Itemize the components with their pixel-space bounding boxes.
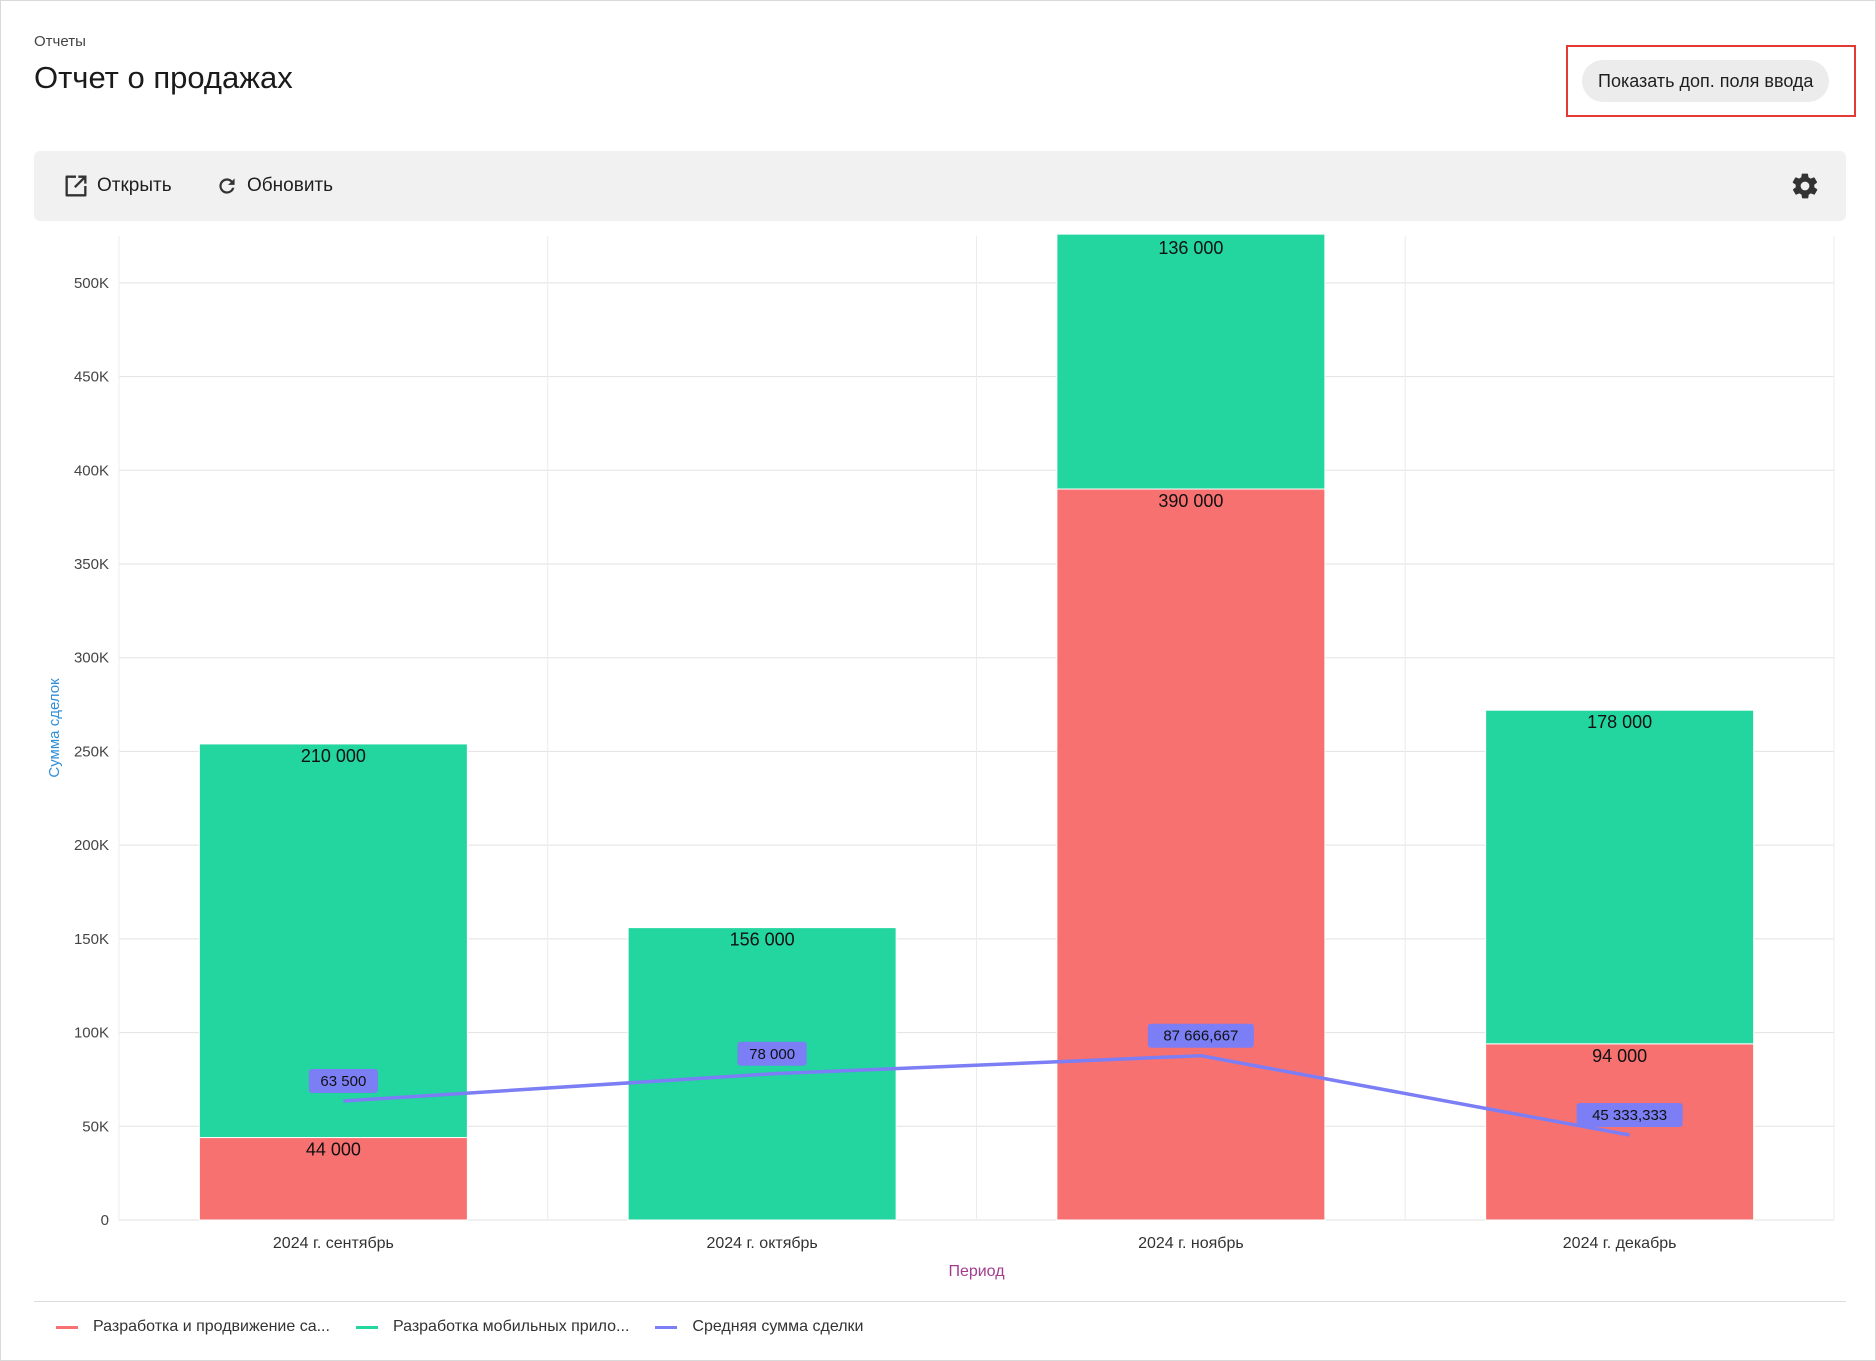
y-tick-label: 250K	[74, 743, 109, 760]
bar-value-label: 156 000	[730, 930, 795, 950]
open-button[interactable]: Открыть	[62, 151, 172, 221]
bar-value-label: 44 000	[306, 1140, 361, 1160]
legend-divider	[34, 1301, 1846, 1302]
sales-chart: 0 50K 100K 150K 200K 250K 300K 350K 400K 450K 500K…	[46, 233, 1835, 1280]
line-label-box	[737, 1041, 807, 1066]
line-value-label: 63 500	[320, 1073, 366, 1090]
bar-value-label: 210 000	[301, 746, 366, 766]
highlight-annotation	[1566, 45, 1856, 117]
y-tick-label: 200K	[74, 837, 109, 854]
bar-value-label: 390 000	[1158, 491, 1223, 511]
bar-value-label: 136 000	[1158, 238, 1223, 258]
legend-item-mobile[interactable]: Разработка мобильных прило...	[355, 1318, 630, 1336]
x-tick-label: 2024 г. ноябрь	[1138, 1235, 1244, 1252]
legend-label-mobile: Разработка мобильных прило...	[392, 1318, 630, 1335]
y-tick-label: 350K	[74, 556, 109, 573]
show-extra-fields-button[interactable]: Показать доп. поля ввода	[1582, 60, 1830, 102]
line-label-box	[308, 1068, 378, 1093]
x-axis-title: Период	[948, 1263, 1005, 1280]
gear-icon	[1792, 173, 1818, 199]
refresh-button[interactable]: Обновить	[214, 151, 333, 221]
bar-segment	[1056, 233, 1326, 490]
y-tick-label: 150K	[74, 931, 109, 948]
bar-segment	[198, 1137, 468, 1221]
legend-item-web[interactable]: Разработка и продвижение са...	[56, 1318, 330, 1336]
breadcrumb[interactable]: Отчеты	[34, 33, 86, 50]
refresh-label: Обновить	[247, 175, 334, 196]
settings-button[interactable]	[1790, 171, 1820, 201]
x-tick-label: 2024 г. октябрь	[706, 1235, 817, 1252]
bar-segment	[1056, 488, 1326, 1221]
y-tick-label: 450K	[74, 369, 109, 386]
open-label: Открыть	[97, 175, 172, 196]
legend-swatch-average	[655, 1325, 678, 1329]
line-value-label: 87 666,667	[1163, 1028, 1238, 1045]
bar-value-label: 178 000	[1587, 712, 1652, 732]
x-tick-label: 2024 г. декабрь	[1563, 1235, 1677, 1252]
chart-legend: Разработка и продвижение са... Разработк…	[56, 1318, 889, 1336]
y-axis-title: Сумма сделок	[46, 678, 63, 778]
legend-swatch-web	[56, 1325, 78, 1329]
line-label-box	[1147, 1023, 1254, 1048]
y-tick-label: 0	[101, 1212, 109, 1229]
report-toolbar: Открыть Обновить	[34, 151, 1846, 221]
y-tick-label: 50K	[82, 1118, 109, 1135]
bar-segment	[1485, 709, 1755, 1045]
line-value-label: 78 000	[749, 1046, 795, 1063]
line-label-box	[1576, 1103, 1683, 1128]
y-tick-label: 500K	[74, 275, 109, 292]
y-tick-label: 100K	[74, 1025, 109, 1042]
x-tick-label: 2024 г. сентябрь	[273, 1235, 394, 1252]
refresh-icon	[219, 178, 235, 194]
page-title: Отчет о продажах	[34, 60, 293, 95]
legend-label-web: Разработка и продвижение са...	[93, 1318, 330, 1335]
legend-swatch-mobile	[355, 1325, 378, 1329]
bar-value-label: 94 000	[1592, 1046, 1647, 1066]
y-tick-label: 400K	[74, 462, 109, 479]
average-line	[343, 1053, 1630, 1137]
y-tick-label: 300K	[74, 650, 109, 667]
legend-item-average[interactable]: Средняя сумма сделки	[655, 1318, 863, 1336]
line-value-label: 45 333,333	[1592, 1107, 1667, 1124]
legend-label-average: Средняя сумма сделки	[692, 1318, 864, 1335]
external-link-icon	[65, 175, 87, 197]
